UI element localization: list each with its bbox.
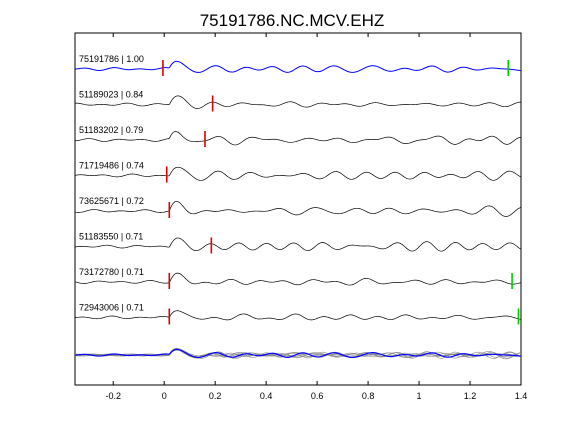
trace-line <box>75 200 521 217</box>
trace-label: 73625671 | 0.72 <box>79 196 144 206</box>
trace-label: 51189023 | 0.84 <box>79 90 143 100</box>
stack-main-trace-line <box>75 348 521 359</box>
x-tick-label: 0.6 <box>311 391 324 401</box>
x-tick-label: 0.2 <box>209 391 222 401</box>
traces-group <box>75 60 521 360</box>
x-tick-label: 0 <box>162 391 167 401</box>
trace-line <box>75 60 521 73</box>
x-tick-label: -0.2 <box>105 391 121 401</box>
trace-line <box>75 95 521 109</box>
trace-line <box>75 272 521 286</box>
trace-label: 71719486 | 0.74 <box>79 161 144 171</box>
trace-label: 72943006 | 0.71 <box>79 303 144 313</box>
x-tick-label: 1 <box>417 391 422 401</box>
trace-line <box>75 237 521 252</box>
trace-label: 75191786 | 1.00 <box>79 54 144 64</box>
picks-group <box>162 60 520 325</box>
chart-title: 75191786.NC.MCV.EHZ <box>200 11 385 30</box>
x-axis: -0.2 0 0.2 0.4 0.6 0.8 1 1.2 1.4 <box>105 33 527 401</box>
x-tick-label: 0.8 <box>362 391 375 401</box>
trace-label: 51183202 | 0.79 <box>79 125 143 135</box>
stack-trace-line <box>75 348 521 358</box>
trace-line <box>75 310 521 321</box>
trace-label: 51183550 | 0.71 <box>79 232 143 242</box>
x-tick-label: 1.2 <box>464 391 477 401</box>
x-tick-label: 0.4 <box>260 391 273 401</box>
trace-labels-group: 75191786 | 1.00 51189023 | 0.84 51183202 |… <box>79 54 144 313</box>
plot-frame <box>74 32 522 386</box>
x-tick-label: 1.4 <box>515 391 528 401</box>
trace-label: 73172780 | 0.71 <box>79 267 144 277</box>
trace-line <box>75 131 521 146</box>
trace-line <box>75 166 521 181</box>
